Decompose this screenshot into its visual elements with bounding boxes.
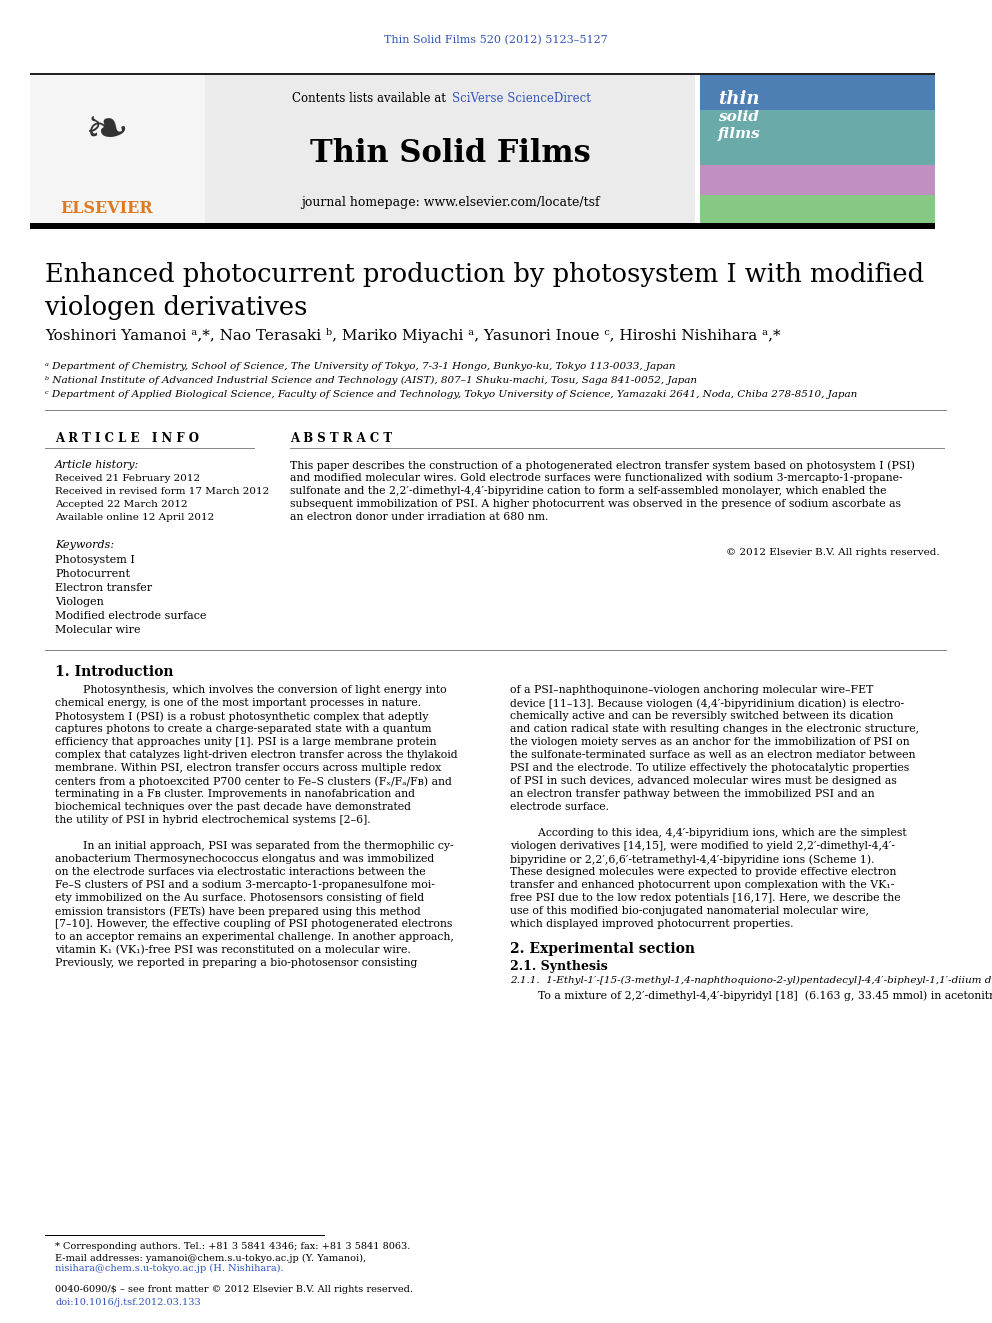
Bar (700, 194, 935, 224)
Text: device [11–13]. Because viologen (4,4′-bipyridinium dication) is electro-: device [11–13]. Because viologen (4,4′-b… (510, 699, 904, 709)
Text: centers from a photoexcited P700 center to Fe–S clusters (Fₓ/Fₐ/Fʙ) and: centers from a photoexcited P700 center … (55, 777, 452, 787)
Bar (30, 75, 205, 224)
Text: ᵇ National Institute of Advanced Industrial Science and Technology (AIST), 807–1: ᵇ National Institute of Advanced Industr… (45, 376, 697, 385)
Text: Contents lists available at: Contents lists available at (293, 93, 450, 105)
Bar (700, 165, 935, 194)
Text: and cation radical state with resulting changes in the electronic structure,: and cation radical state with resulting … (510, 724, 920, 734)
Text: Photocurrent: Photocurrent (55, 569, 130, 579)
Text: Accepted 22 March 2012: Accepted 22 March 2012 (55, 500, 187, 509)
Text: Article history:: Article history: (55, 460, 139, 470)
Text: Fe–S clusters of PSI and a sodium 3-mercapto-1-propanesulfone moi-: Fe–S clusters of PSI and a sodium 3-merc… (55, 880, 434, 890)
Text: 2.1.1.  1-Ethyl-1′-[15-(3-methyl-1,4-naphthoquiono-2-yl)pentadecyl]-4,4′-bipheyl: 2.1.1. 1-Ethyl-1′-[15-(3-methyl-1,4-naph… (510, 976, 992, 986)
Text: SciVerse ScienceDirect: SciVerse ScienceDirect (452, 93, 591, 105)
Text: biochemical techniques over the past decade have demonstrated: biochemical techniques over the past dec… (55, 802, 411, 812)
Text: chemically active and can be reversibly switched between its dication: chemically active and can be reversibly … (510, 710, 894, 721)
Text: of a PSI–naphthoquinone–viologen anchoring molecular wire–FET: of a PSI–naphthoquinone–viologen anchori… (510, 685, 873, 695)
Text: 2. Experimental section: 2. Experimental section (510, 942, 695, 957)
Text: the viologen moiety serves as an anchor for the immobilization of PSI on: the viologen moiety serves as an anchor … (510, 737, 910, 747)
Text: According to this idea, 4,4′-bipyridium ions, which are the simplest: According to this idea, 4,4′-bipyridium … (510, 828, 907, 837)
Text: complex that catalyzes light-driven electron transfer across the thylakoid: complex that catalyzes light-driven elec… (55, 750, 457, 759)
Text: Photosystem I (PSI) is a robust photosynthetic complex that adeptly: Photosystem I (PSI) is a robust photosyn… (55, 710, 429, 721)
Text: Thin Solid Films: Thin Solid Films (310, 138, 590, 169)
Bar (700, 110, 935, 165)
Bar (30, 224, 935, 229)
Text: PSI and the electrode. To utilize effectively the photocatalytic properties: PSI and the electrode. To utilize effect… (510, 763, 910, 773)
Text: Viologen: Viologen (55, 597, 104, 607)
Bar (700, 75, 935, 110)
Text: ❧: ❧ (85, 105, 129, 157)
Text: © 2012 Elsevier B.V. All rights reserved.: © 2012 Elsevier B.V. All rights reserved… (726, 548, 940, 557)
Text: Molecular wire: Molecular wire (55, 624, 141, 635)
Text: [7–10]. However, the effective coupling of PSI photogenerated electrons: [7–10]. However, the effective coupling … (55, 919, 452, 929)
Text: Previously, we reported in preparing a bio-photosensor consisting: Previously, we reported in preparing a b… (55, 958, 418, 968)
Text: Enhanced photocurrent production by photosystem I with modified
viologen derivat: Enhanced photocurrent production by phot… (45, 262, 925, 320)
Text: nisihara@chem.s.u-tokyo.ac.jp (H. Nishihara).: nisihara@chem.s.u-tokyo.ac.jp (H. Nishih… (55, 1263, 284, 1273)
Text: on the electrode surfaces via electrostatic interactions between the: on the electrode surfaces via electrosta… (55, 867, 426, 877)
Text: A R T I C L E   I N F O: A R T I C L E I N F O (55, 433, 199, 445)
Text: an electron transfer pathway between the immobilized PSI and an: an electron transfer pathway between the… (510, 789, 875, 799)
Text: free PSI due to the low redox potentials [16,17]. Here, we describe the: free PSI due to the low redox potentials… (510, 893, 901, 904)
Text: 1. Introduction: 1. Introduction (55, 665, 174, 679)
Text: electrode surface.: electrode surface. (510, 802, 609, 812)
Text: Received in revised form 17 March 2012: Received in revised form 17 March 2012 (55, 487, 269, 496)
Text: the utility of PSI in hybrid electrochemical systems [2–6].: the utility of PSI in hybrid electrochem… (55, 815, 371, 826)
Text: subsequent immobilization of PSI. A higher photocurrent was observed in the pres: subsequent immobilization of PSI. A high… (290, 499, 901, 509)
Text: anobacterium Thermosynechococcus elongatus and was immobilized: anobacterium Thermosynechococcus elongat… (55, 855, 434, 864)
Text: doi:10.1016/j.tsf.2012.03.133: doi:10.1016/j.tsf.2012.03.133 (55, 1298, 200, 1307)
Text: vitamin K₁ (VK₁)-free PSI was reconstituted on a molecular wire.: vitamin K₁ (VK₁)-free PSI was reconstitu… (55, 945, 411, 955)
Text: bipyridine or 2,2′,6,6′-tetramethyl-4,4′-bipyridine ions (Scheme 1).: bipyridine or 2,2′,6,6′-tetramethyl-4,4′… (510, 855, 875, 864)
Text: In an initial approach, PSI was separated from the thermophilic cy-: In an initial approach, PSI was separate… (55, 841, 453, 851)
Text: emission transistors (FETs) have been prepared using this method: emission transistors (FETs) have been pr… (55, 906, 421, 917)
Text: ᵃ Department of Chemistry, School of Science, The University of Tokyo, 7-3-1 Hon: ᵃ Department of Chemistry, School of Sci… (45, 363, 676, 370)
Text: 0040-6090/$ – see front matter © 2012 Elsevier B.V. All rights reserved.: 0040-6090/$ – see front matter © 2012 El… (55, 1285, 413, 1294)
Text: chemical energy, is one of the most important processes in nature.: chemical energy, is one of the most impo… (55, 699, 422, 708)
Bar (205, 75, 695, 224)
Text: Keywords:: Keywords: (55, 540, 114, 550)
Text: of PSI in such devices, advanced molecular wires must be designed as: of PSI in such devices, advanced molecul… (510, 777, 897, 786)
Text: which displayed improved photocurrent properties.: which displayed improved photocurrent pr… (510, 919, 794, 929)
Text: membrane. Within PSI, electron transfer occurs across multiple redox: membrane. Within PSI, electron transfer … (55, 763, 441, 773)
Bar (30, 73, 935, 75)
Text: 2.1. Synthesis: 2.1. Synthesis (510, 960, 608, 972)
Text: * Corresponding authors. Tel.: +81 3 5841 4346; fax: +81 3 5841 8063.: * Corresponding authors. Tel.: +81 3 584… (55, 1242, 411, 1252)
Text: Yoshinori Yamanoi ᵃ,*, Nao Terasaki ᵇ, Mariko Miyachi ᵃ, Yasunori Inoue ᶜ, Hiros: Yoshinori Yamanoi ᵃ,*, Nao Terasaki ᵇ, M… (45, 328, 781, 343)
Text: This paper describes the construction of a photogenerated electron transfer syst: This paper describes the construction of… (290, 460, 915, 471)
Bar (700, 75, 935, 224)
Text: efficiency that approaches unity [1]. PSI is a large membrane protein: efficiency that approaches unity [1]. PS… (55, 737, 436, 747)
Text: Electron transfer: Electron transfer (55, 583, 152, 593)
Text: Photosynthesis, which involves the conversion of light energy into: Photosynthesis, which involves the conve… (55, 685, 446, 695)
Text: ELSEVIER: ELSEVIER (61, 200, 154, 217)
Text: To a mixture of 2,2′-dimethyl-4,4′-bipyridyl [18]  (6.163 g, 33.45 mmol) in acet: To a mixture of 2,2′-dimethyl-4,4′-bipyr… (510, 990, 992, 1000)
Text: to an acceptor remains an experimental challenge. In another approach,: to an acceptor remains an experimental c… (55, 931, 454, 942)
Text: thin: thin (718, 90, 760, 108)
Text: solid: solid (718, 110, 759, 124)
Text: sulfonate and the 2,2′-dimethyl-4,4′-bipyridine cation to form a self-assembled : sulfonate and the 2,2′-dimethyl-4,4′-bip… (290, 486, 887, 496)
Text: journal homepage: www.elsevier.com/locate/tsf: journal homepage: www.elsevier.com/locat… (301, 196, 599, 209)
Text: an electron donor under irradiation at 680 nm.: an electron donor under irradiation at 6… (290, 512, 549, 523)
Text: the sulfonate-terminated surface as well as an electron mediator between: the sulfonate-terminated surface as well… (510, 750, 916, 759)
Text: Thin Solid Films 520 (2012) 5123–5127: Thin Solid Films 520 (2012) 5123–5127 (384, 34, 608, 45)
Text: transfer and enhanced photocurrent upon complexation with the VK₁-: transfer and enhanced photocurrent upon … (510, 880, 895, 890)
Text: Received 21 February 2012: Received 21 February 2012 (55, 474, 200, 483)
Text: Modified electrode surface: Modified electrode surface (55, 611, 206, 620)
Text: ety immobilized on the Au surface. Photosensors consisting of field: ety immobilized on the Au surface. Photo… (55, 893, 425, 904)
Text: ᶜ Department of Applied Biological Science, Faculty of Science and Technology, T: ᶜ Department of Applied Biological Scien… (45, 390, 857, 400)
Text: films: films (718, 127, 761, 142)
Text: These designed molecules were expected to provide effective electron: These designed molecules were expected t… (510, 867, 897, 877)
Text: Photosystem I: Photosystem I (55, 556, 135, 565)
Text: E-mail addresses: yamanoi@chem.s.u-tokyo.ac.jp (Y. Yamanoi),: E-mail addresses: yamanoi@chem.s.u-tokyo… (55, 1254, 366, 1263)
Text: Available online 12 April 2012: Available online 12 April 2012 (55, 513, 214, 523)
Text: captures photons to create a charge-separated state with a quantum: captures photons to create a charge-sepa… (55, 724, 432, 734)
Text: A B S T R A C T: A B S T R A C T (290, 433, 392, 445)
Text: viologen derivatives [14,15], were modified to yield 2,2′-dimethyl-4,4′-: viologen derivatives [14,15], were modif… (510, 841, 895, 851)
Text: terminating in a Fʙ cluster. Improvements in nanofabrication and: terminating in a Fʙ cluster. Improvement… (55, 789, 415, 799)
Text: use of this modified bio-conjugated nanomaterial molecular wire,: use of this modified bio-conjugated nano… (510, 906, 869, 916)
Text: and modified molecular wires. Gold electrode surfaces were functionalized with s: and modified molecular wires. Gold elect… (290, 474, 903, 483)
